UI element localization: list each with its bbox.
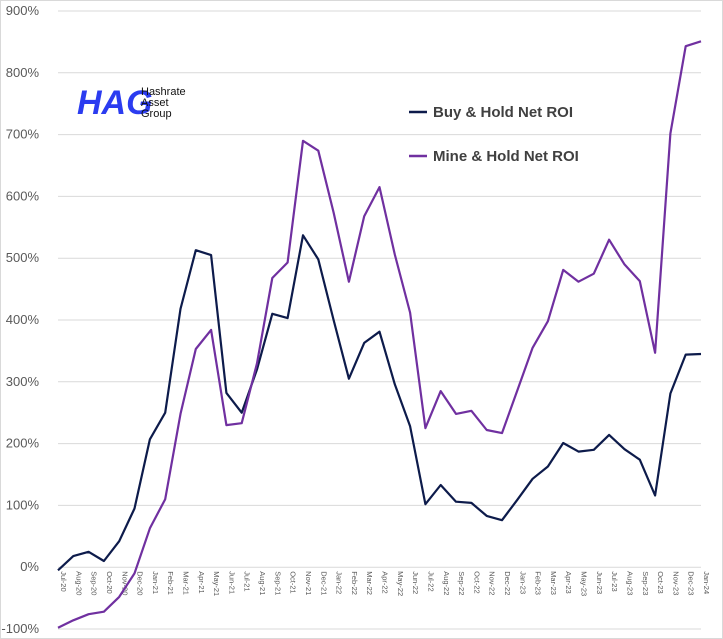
x-tick-label: Oct-20 xyxy=(105,571,114,594)
x-tick-label: Dec-22 xyxy=(503,571,512,595)
x-tick-label: Oct-21 xyxy=(289,571,298,594)
logo-line-3: Group xyxy=(141,108,172,120)
y-tick-label: 200% xyxy=(6,436,40,451)
x-tick-label: Nov-23 xyxy=(671,571,680,595)
x-tick-label: Jul-20 xyxy=(59,571,68,591)
x-tick-label: Dec-21 xyxy=(319,571,328,595)
x-tick-label: Oct-22 xyxy=(472,571,481,594)
x-tick-label: Sep-20 xyxy=(90,571,99,595)
x-tick-label: Feb-23 xyxy=(534,571,543,595)
x-tick-label: Dec-20 xyxy=(136,571,145,595)
x-tick-label: Aug-22 xyxy=(442,571,451,595)
x-tick-label: Apr-22 xyxy=(381,571,390,594)
y-tick-label: 300% xyxy=(6,374,40,389)
hashrate-asset-group-logo: HAG Hashrate Asset Group xyxy=(77,84,186,122)
x-axis-ticks: Jul-20 Aug-20 Sep-20 Oct-20 Nov-20 Dec-20 Jan-… xyxy=(59,571,711,596)
x-tick-label: Jul-23 xyxy=(610,571,619,591)
x-tick-label: Sep-21 xyxy=(273,571,282,595)
x-tick-label: Mar-21 xyxy=(181,571,190,595)
y-tick-label: -100% xyxy=(1,621,39,636)
series-lines xyxy=(57,40,702,629)
y-tick-label: 700% xyxy=(6,127,40,142)
legend-label-buy-hold: Buy & Hold Net ROI xyxy=(433,104,573,121)
x-tick-label: Jan-23 xyxy=(518,571,527,594)
x-tick-label: Sep-23 xyxy=(641,571,650,595)
x-tick-label: Jan-22 xyxy=(335,571,344,594)
x-tick-label: Apr-23 xyxy=(564,571,573,594)
legend: Buy & Hold Net ROI Mine & Hold Net ROI xyxy=(409,104,579,165)
x-tick-label: May-21 xyxy=(212,571,221,596)
x-tick-label: May-22 xyxy=(396,571,405,596)
x-tick-label: Sep-22 xyxy=(457,571,466,595)
x-tick-label: Aug-20 xyxy=(74,571,83,595)
y-tick-label: 900% xyxy=(6,3,40,18)
y-tick-label: 100% xyxy=(6,497,40,512)
x-tick-label: Feb-21 xyxy=(166,571,175,595)
x-tick-label: Jun-22 xyxy=(411,571,420,594)
x-tick-label: Apr-21 xyxy=(197,571,206,594)
legend-label-mine-hold: Mine & Hold Net ROI xyxy=(433,148,579,165)
y-tick-label: 400% xyxy=(6,312,40,327)
x-tick-label: Mar-23 xyxy=(549,571,558,595)
x-tick-label: Aug-23 xyxy=(625,571,634,595)
x-tick-label: Jun-21 xyxy=(227,571,236,594)
x-tick-label: Jul-21 xyxy=(243,571,252,591)
logo-line-2: Asset xyxy=(141,97,169,109)
x-tick-label: Nov-20 xyxy=(120,571,129,595)
x-tick-label: May-23 xyxy=(580,571,589,596)
x-tick-label: Aug-21 xyxy=(258,571,267,595)
logo-line-1: Hashrate xyxy=(141,86,186,98)
x-tick-label: Jun-23 xyxy=(595,571,604,594)
x-tick-label: Jan-21 xyxy=(151,571,160,594)
y-tick-label: 600% xyxy=(6,188,40,203)
y-axis-ticks: -100% 0% 100% 200% 300% 400% 500% 600% 700% 800% 9… xyxy=(1,3,39,636)
x-tick-label: Oct-23 xyxy=(656,571,665,594)
series-line-buy-hold xyxy=(57,234,702,572)
x-tick-label: Jan-24 xyxy=(702,571,711,594)
y-tick-label: 0% xyxy=(20,559,39,574)
series-line-mine-hold xyxy=(57,40,702,629)
gridlines xyxy=(58,10,701,630)
logo-mark: HAG xyxy=(77,84,153,122)
y-tick-label: 500% xyxy=(6,250,40,265)
x-tick-label: Mar-22 xyxy=(365,571,374,595)
x-tick-label: Jul-22 xyxy=(426,571,435,591)
x-tick-label: Feb-22 xyxy=(350,571,359,595)
x-tick-label: Nov-21 xyxy=(304,571,313,595)
x-tick-label: Nov-22 xyxy=(488,571,497,595)
y-tick-label: 800% xyxy=(6,65,40,80)
x-tick-label: Dec-23 xyxy=(687,571,696,595)
